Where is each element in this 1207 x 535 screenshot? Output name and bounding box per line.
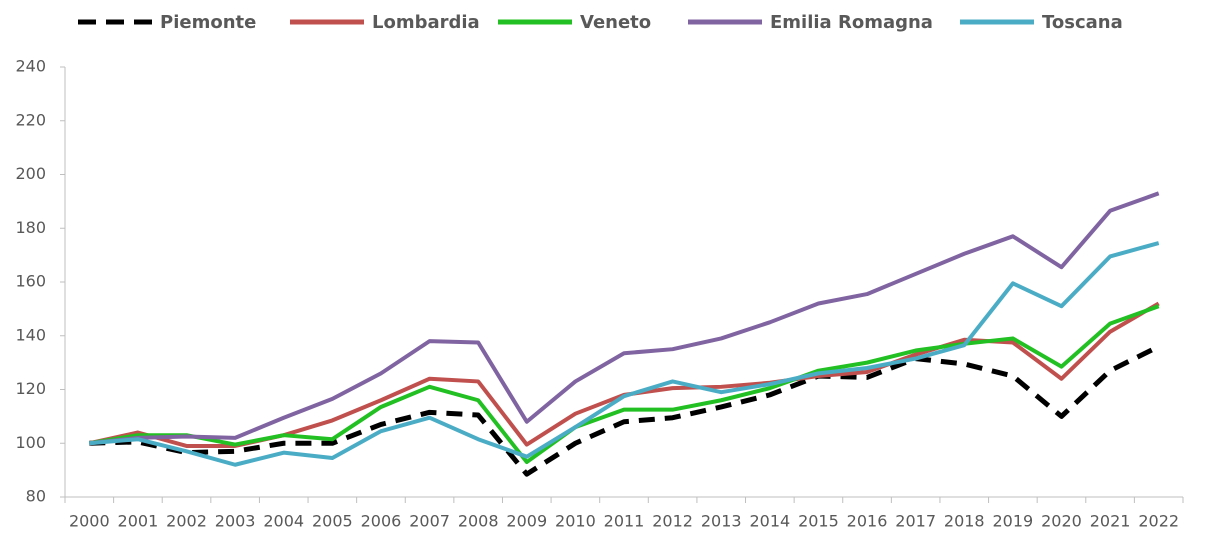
- x-tick-label: 2015: [798, 512, 839, 531]
- x-tick-label: 2002: [166, 512, 207, 531]
- y-tick-label: 220: [15, 110, 46, 129]
- series-line: [89, 344, 1160, 477]
- x-tick-label: 2003: [215, 512, 256, 531]
- x-tick-label: 2009: [506, 512, 547, 531]
- x-tick-label: 2000: [69, 512, 110, 531]
- x-tick-label: 2018: [944, 512, 985, 531]
- y-tick-label: 160: [15, 272, 46, 291]
- x-tick-label: 2008: [458, 512, 499, 531]
- x-tick-label: 2004: [263, 512, 304, 531]
- x-tick-label: 2019: [993, 512, 1034, 531]
- x-tick-label: 2001: [118, 512, 159, 531]
- y-tick-label: 80: [26, 487, 46, 506]
- x-tick-label: 2022: [1138, 512, 1179, 531]
- y-tick-label: 240: [15, 57, 46, 76]
- y-tick-label: 180: [15, 218, 46, 237]
- legend-label: Lombardia: [372, 12, 480, 33]
- x-tick-label: 2010: [555, 512, 596, 531]
- x-tick-label: 2007: [409, 512, 450, 531]
- series-line: [89, 191, 1160, 446]
- x-tick-label: 2006: [361, 512, 402, 531]
- legend-label: Veneto: [580, 12, 651, 33]
- legend-label: Piemonte: [160, 12, 256, 33]
- x-tick-label: 2005: [312, 512, 353, 531]
- series-line: [88, 304, 1160, 465]
- series-line: [89, 241, 1160, 467]
- x-tick-label: 2013: [701, 512, 742, 531]
- y-tick-label: 100: [15, 433, 46, 452]
- legend-label: Toscana: [1042, 12, 1123, 33]
- y-tick-label: 140: [15, 325, 46, 344]
- x-tick-label: 2020: [1041, 512, 1082, 531]
- x-tick-label: 2016: [847, 512, 888, 531]
- x-tick-label: 2012: [652, 512, 693, 531]
- x-tick-label: 2017: [895, 512, 936, 531]
- y-tick-label: 120: [15, 379, 46, 398]
- x-tick-label: 2011: [604, 512, 645, 531]
- x-tick-label: 2014: [749, 512, 790, 531]
- y-tick-label: 200: [15, 164, 46, 183]
- x-tick-label: 2021: [1090, 512, 1131, 531]
- legend-label: Emilia Romagna: [770, 12, 933, 33]
